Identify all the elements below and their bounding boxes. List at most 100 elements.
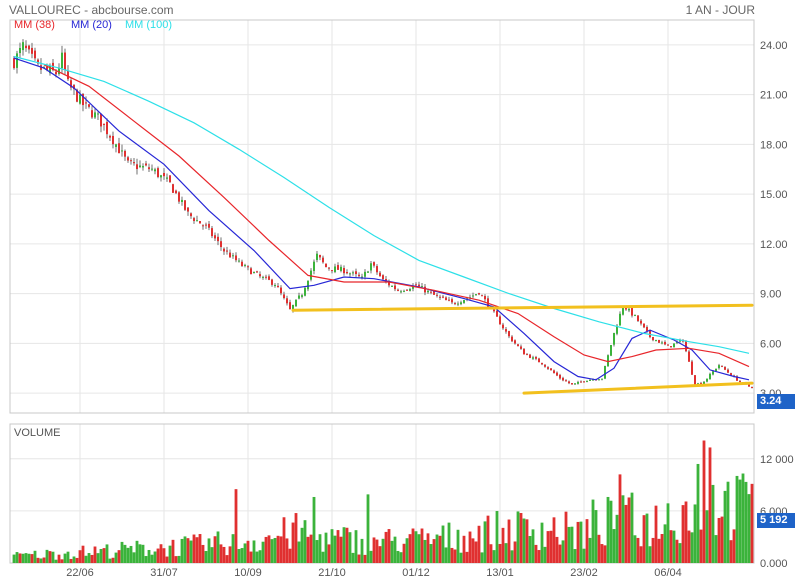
volume-bar <box>702 440 706 563</box>
candle-body <box>250 268 252 275</box>
volume-bar <box>288 548 292 563</box>
candle-body <box>292 304 294 311</box>
volume-bar <box>429 544 433 563</box>
candle-body <box>175 190 177 194</box>
volume-bar <box>564 511 568 563</box>
candle-body <box>589 379 591 381</box>
volume-bar <box>87 553 91 563</box>
candle-body <box>157 168 159 178</box>
volume-bar <box>240 548 244 563</box>
candle-body <box>199 221 201 224</box>
candle-body <box>49 66 51 74</box>
candle-body <box>649 330 651 338</box>
volume-bar <box>594 510 598 563</box>
volume-bar <box>423 539 427 563</box>
candle-body <box>235 255 237 261</box>
volume-bar <box>612 529 616 563</box>
candle-body <box>352 272 354 274</box>
candle-body <box>13 58 15 69</box>
candle-body <box>448 299 450 301</box>
volume-bar <box>549 530 553 563</box>
volume-bar <box>150 554 154 563</box>
volume-bar <box>480 552 484 563</box>
candle-body <box>310 270 312 280</box>
candle-body <box>172 184 174 193</box>
volume-bar <box>402 543 406 563</box>
candle-body <box>712 371 714 375</box>
candle-body <box>316 253 318 260</box>
candle-body <box>520 346 522 349</box>
candle-body <box>499 316 501 325</box>
volume-bar <box>354 530 358 563</box>
candle-body <box>730 373 732 376</box>
candle-body <box>355 271 357 275</box>
volume-bar <box>249 551 253 563</box>
volume-bar <box>711 484 715 563</box>
candle-body <box>217 236 219 242</box>
volume-bar <box>195 537 199 563</box>
candle-body <box>613 332 615 345</box>
candle-body <box>358 274 360 277</box>
volume-bar <box>15 552 19 563</box>
volume-bar <box>219 544 223 563</box>
volume-bar <box>165 556 169 563</box>
volume-bar <box>12 554 16 563</box>
volume-bar <box>36 557 40 563</box>
candle-body <box>637 315 639 322</box>
candle-body <box>457 303 459 305</box>
volume-bar <box>366 494 370 563</box>
volume-bar <box>60 559 64 563</box>
candle-body <box>379 272 381 277</box>
candle-body <box>397 289 399 291</box>
candle-body <box>640 320 642 324</box>
volume-bar <box>372 537 376 563</box>
candle-body <box>724 366 726 370</box>
volume-bar <box>690 532 694 563</box>
candle-body <box>112 135 114 145</box>
volume-bar <box>339 536 343 563</box>
y-tick-label: 12.00 <box>760 239 788 251</box>
volume-bar <box>591 499 595 563</box>
candle-body <box>580 381 582 383</box>
candle-body <box>514 340 516 344</box>
candle-body <box>109 135 111 138</box>
period-label[interactable]: 1 AN - JOUR <box>685 3 755 17</box>
candle-body <box>28 45 30 50</box>
volume-bar <box>18 553 22 563</box>
volume-bar <box>279 536 283 563</box>
candle-body <box>337 265 339 270</box>
volume-bar <box>573 549 577 563</box>
volume-bar <box>717 517 721 563</box>
candle-body <box>679 339 681 342</box>
volume-bar <box>528 536 532 563</box>
candle-body <box>562 377 564 381</box>
volume-bar <box>306 536 310 563</box>
volume-bar <box>75 557 79 563</box>
volume-bar <box>693 504 697 563</box>
candle-body <box>124 150 126 157</box>
volume-bar <box>597 534 601 563</box>
volume-bar <box>615 514 619 563</box>
candle-body <box>718 365 720 369</box>
candle-body <box>76 89 78 102</box>
candle-body <box>193 218 195 222</box>
volume-bar <box>453 549 457 563</box>
candle-body <box>58 67 60 75</box>
volume-bar <box>117 550 121 563</box>
candle-body <box>556 372 558 376</box>
candle-body <box>223 248 225 252</box>
volume-bar <box>246 540 250 563</box>
candle-body <box>190 213 192 217</box>
candle-body <box>568 381 570 384</box>
candle-body <box>298 295 300 299</box>
volume-bar <box>330 529 334 563</box>
price-candles <box>13 39 753 389</box>
candle-body <box>226 250 228 252</box>
volume-bar <box>630 492 634 563</box>
volume-bar <box>183 536 187 563</box>
volume-bar <box>387 529 391 563</box>
volume-bar <box>234 489 238 563</box>
volume-bar <box>459 552 463 563</box>
candle-body <box>523 348 525 355</box>
candle-body <box>361 276 363 278</box>
